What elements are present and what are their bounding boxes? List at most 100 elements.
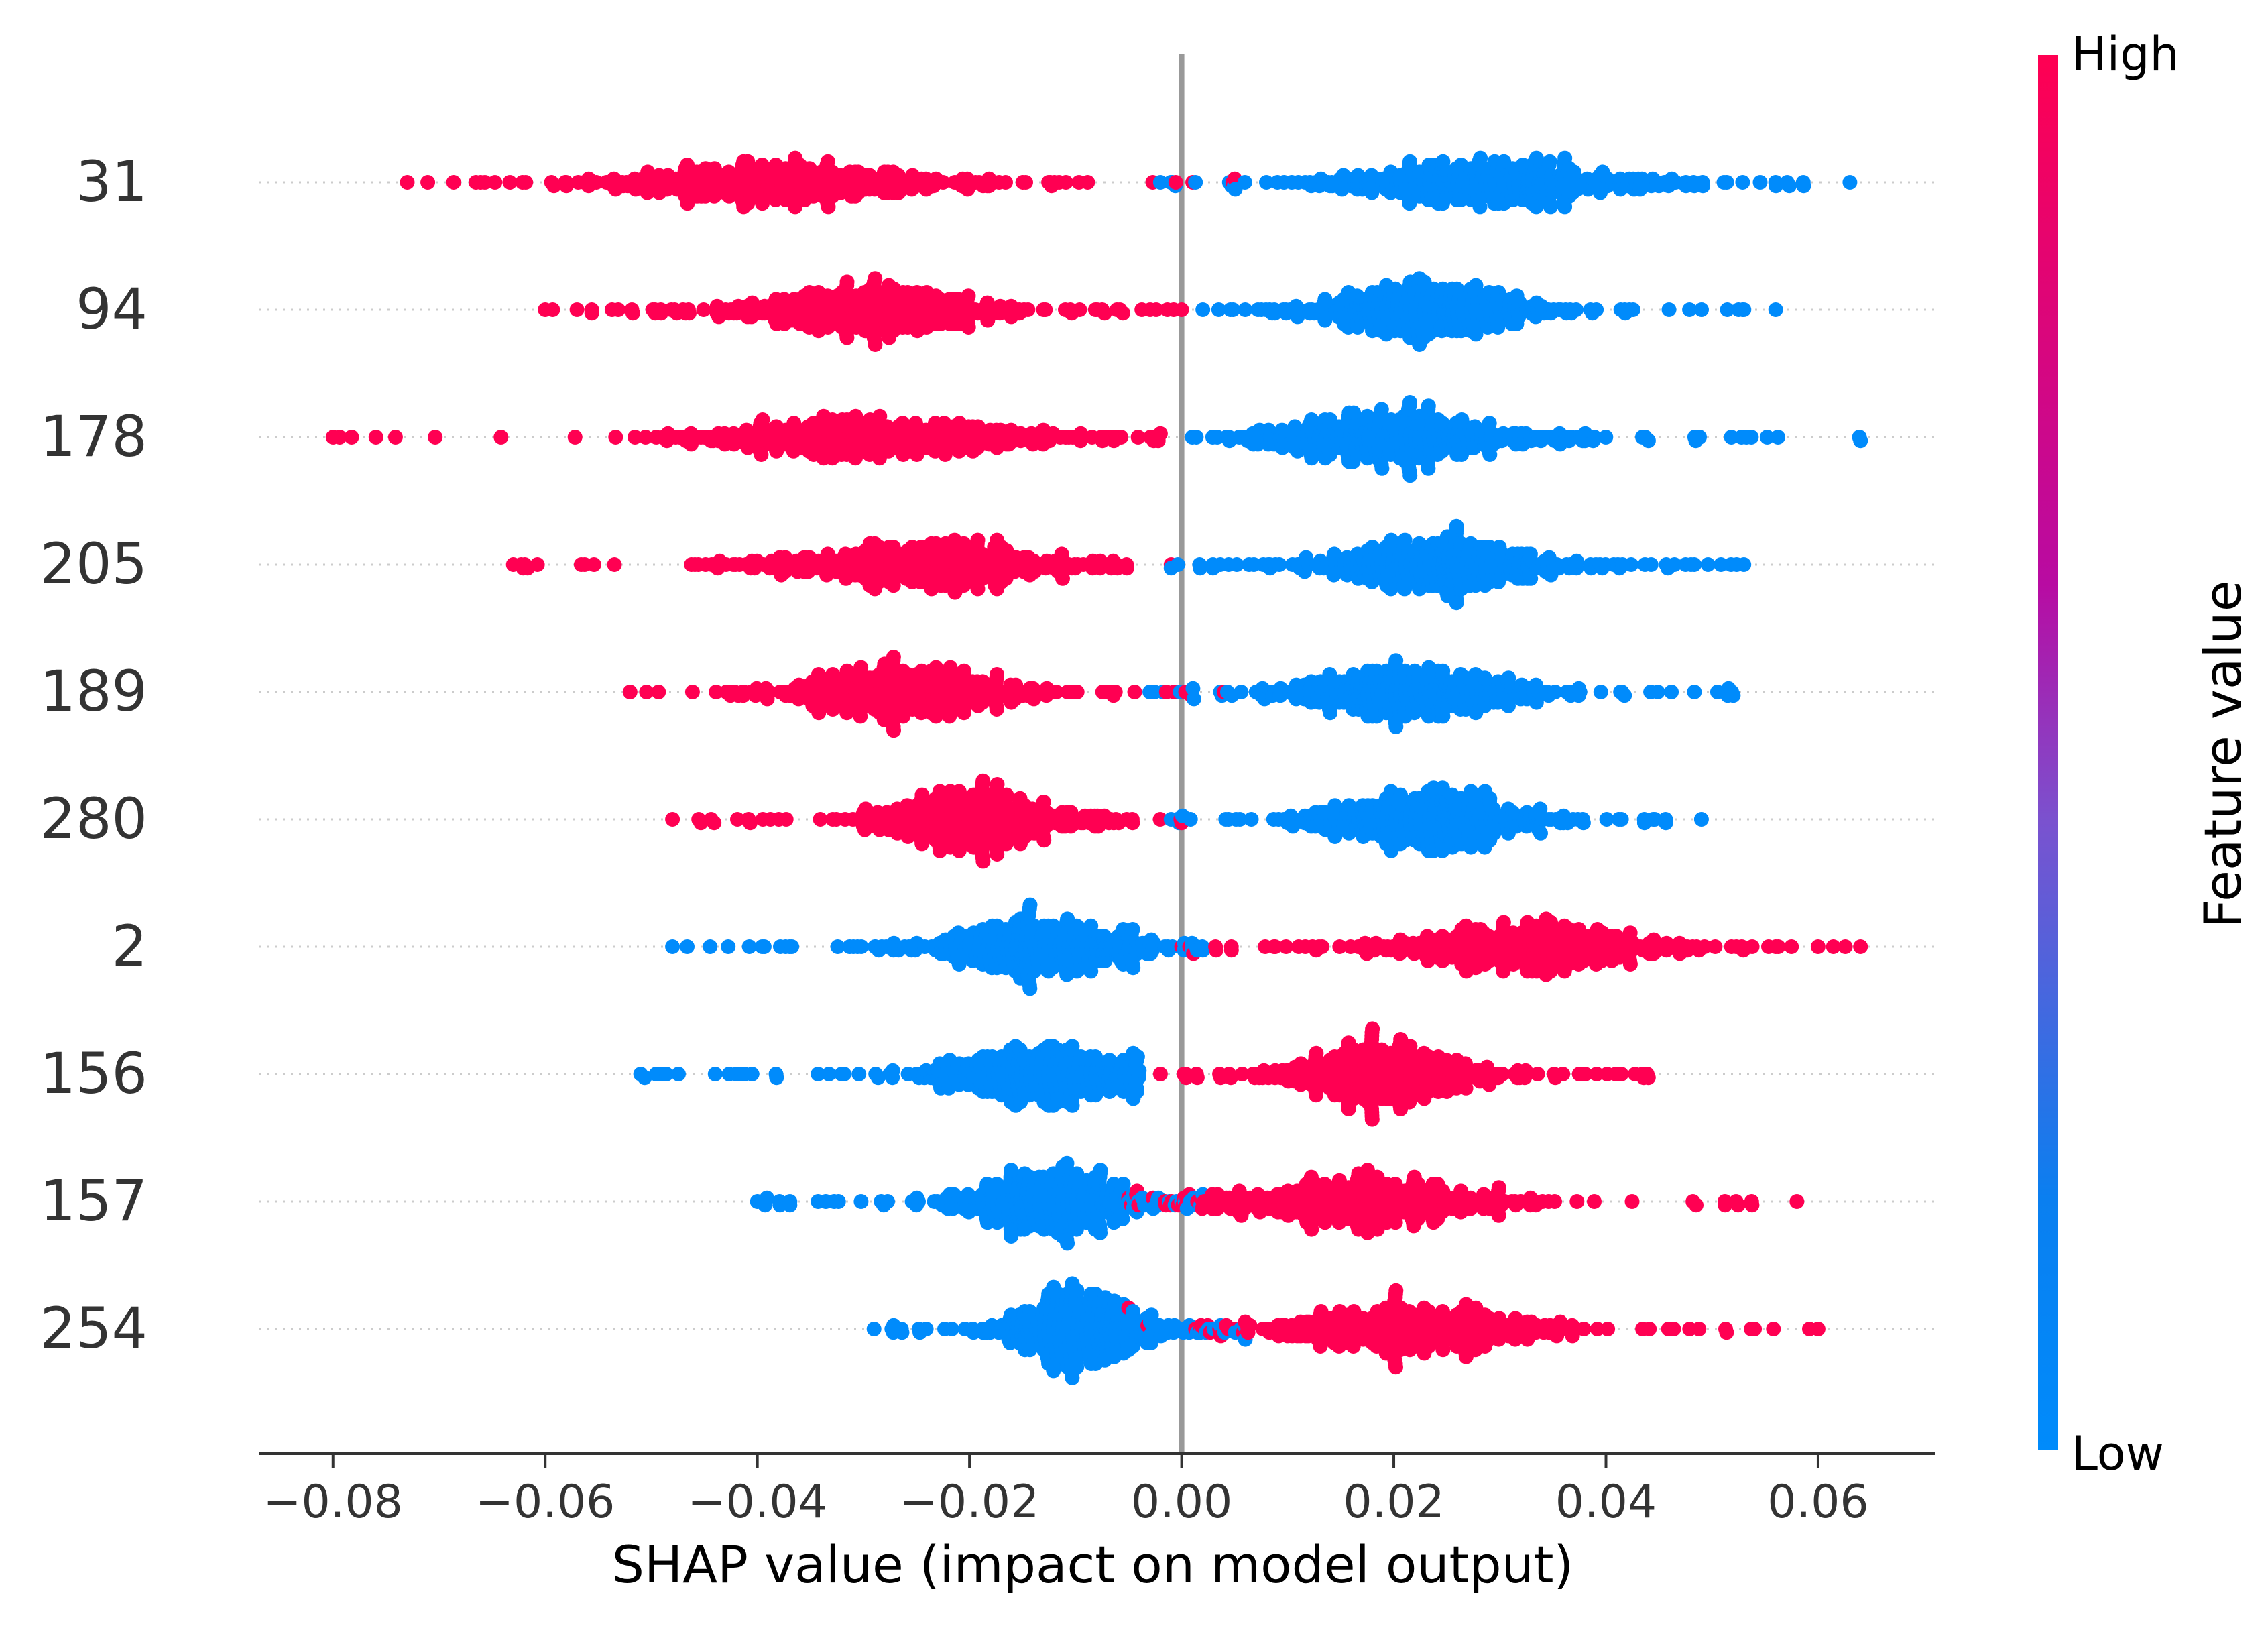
point-high: [1058, 175, 1073, 190]
point-low: [1186, 691, 1201, 707]
point-high: [998, 175, 1013, 190]
point-high: [1018, 175, 1033, 190]
point-high: [1174, 302, 1189, 317]
point-low: [1237, 175, 1252, 190]
point-low: [1402, 395, 1417, 410]
point-low: [1272, 557, 1287, 572]
point-low: [1768, 302, 1783, 317]
point-low: [1752, 175, 1768, 190]
point-low: [1598, 430, 1614, 445]
point-low: [1259, 175, 1274, 190]
point-low: [1744, 430, 1759, 445]
point-high: [961, 288, 976, 304]
point-low: [1449, 595, 1464, 611]
point-low: [1640, 433, 1656, 449]
point-high: [1080, 175, 1095, 190]
point-low: [1421, 398, 1436, 414]
point-high: [567, 430, 583, 445]
point-low: [1170, 557, 1185, 572]
point-low: [1736, 302, 1752, 317]
point-high: [487, 175, 503, 190]
point-high: [368, 430, 383, 445]
point-high: [569, 302, 585, 317]
point-high: [886, 723, 901, 738]
feature-31-points: [400, 150, 1858, 215]
point-low: [1402, 154, 1417, 169]
point-low: [1661, 302, 1677, 317]
feature-205-points: [505, 518, 1752, 611]
point-low: [1188, 175, 1203, 190]
point-high: [1108, 685, 1123, 699]
point-low: [1374, 461, 1390, 476]
point-high: [1114, 430, 1129, 445]
beeswarm-points: [325, 150, 1868, 1385]
point-low: [1735, 175, 1750, 190]
feature-178-points: [325, 395, 1868, 483]
point-high: [1038, 302, 1053, 317]
point-high: [1069, 685, 1085, 699]
point-high: [428, 430, 443, 445]
point-low: [1195, 302, 1211, 317]
point-high: [607, 557, 622, 572]
point-high: [1119, 561, 1134, 576]
point-high: [420, 175, 436, 190]
point-low: [1193, 561, 1208, 576]
point-high: [682, 306, 697, 321]
point-low: [1543, 199, 1558, 215]
point-high: [886, 650, 901, 664]
point-low: [1402, 468, 1418, 483]
point-low: [1782, 178, 1797, 194]
point-high: [990, 667, 1004, 682]
point-high: [651, 685, 666, 699]
point-high: [545, 302, 560, 317]
point-high: [1020, 302, 1036, 317]
row-guide-lines: [259, 181, 1935, 1330]
point-low: [1700, 557, 1716, 572]
point-low: [1569, 553, 1584, 569]
point-high: [989, 702, 1004, 717]
point-high: [518, 175, 534, 190]
point-low: [1449, 518, 1464, 534]
point-low: [1542, 154, 1557, 169]
point-high: [696, 302, 711, 317]
point-low: [1842, 175, 1858, 190]
point-high: [1152, 426, 1168, 441]
point-high: [502, 175, 518, 190]
point-low: [1421, 461, 1436, 476]
point-high: [1168, 175, 1183, 190]
point-low: [1189, 430, 1204, 445]
point-high: [1116, 306, 1130, 321]
point-high: [586, 557, 601, 572]
point-low: [1569, 302, 1584, 317]
point-high: [611, 302, 626, 317]
point-high: [935, 175, 951, 190]
point-low: [1692, 430, 1707, 445]
point-low: [1152, 175, 1168, 190]
point-high: [684, 685, 700, 699]
point-low: [1624, 557, 1639, 572]
point-low: [1719, 175, 1734, 190]
point-low: [1626, 302, 1640, 317]
point-low: [1771, 430, 1785, 445]
point-low: [1589, 302, 1604, 317]
point-high: [446, 175, 461, 190]
point-low: [1643, 557, 1659, 572]
point-low: [1304, 451, 1319, 466]
point-high: [839, 274, 855, 290]
point-high: [530, 557, 545, 572]
point-high: [970, 532, 986, 548]
point-high: [868, 271, 883, 286]
feature-94-points: [538, 271, 1783, 352]
point-high: [868, 337, 883, 352]
point-low: [1796, 178, 1811, 194]
point-low: [1687, 557, 1702, 572]
point-high: [344, 430, 359, 445]
point-high: [1127, 685, 1142, 699]
point-high: [961, 320, 976, 335]
point-low: [1736, 557, 1752, 572]
point-high: [622, 685, 638, 699]
point-low: [1234, 685, 1249, 699]
point-high: [558, 178, 574, 194]
point-low: [1238, 302, 1253, 317]
